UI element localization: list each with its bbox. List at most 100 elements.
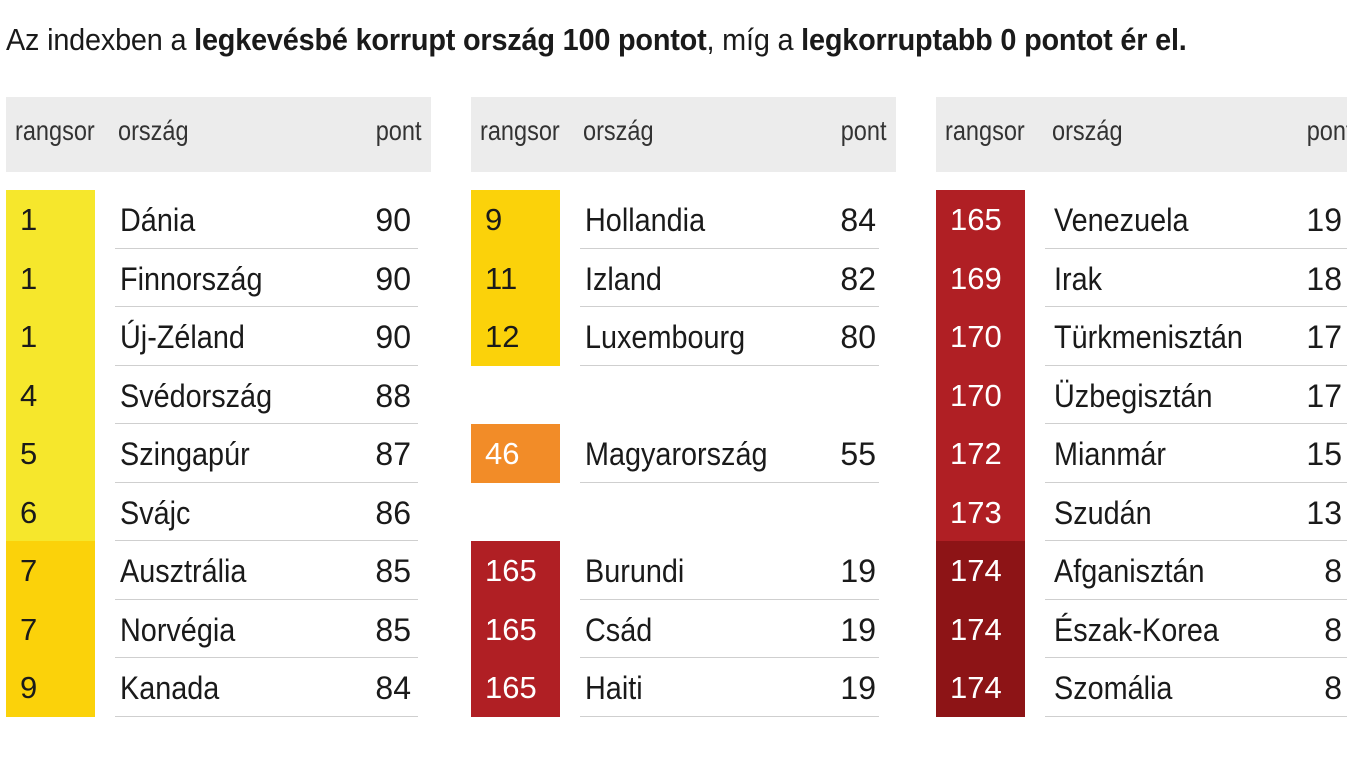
rank-cell: 174 — [936, 541, 1025, 600]
table-row: 174 Szomália 8 — [936, 658, 1347, 717]
table-header: rangsor ország pont — [471, 97, 896, 172]
row-divider — [115, 598, 418, 600]
country-name: Magyarország — [585, 436, 768, 472]
score-value: 90 — [375, 319, 411, 355]
rank-cell: 1 — [6, 248, 95, 307]
rank-cell: 172 — [936, 424, 1025, 483]
rank-cell: 170 — [936, 365, 1025, 424]
score-value: 17 — [1306, 319, 1342, 355]
score-value: 8 — [1324, 611, 1342, 648]
row-divider — [115, 657, 418, 658]
table-row: 174 Afganisztán 8 — [936, 541, 1347, 600]
row-divider — [1045, 306, 1347, 307]
score-value: 13 — [1306, 494, 1342, 531]
row-divider — [580, 481, 879, 483]
rank-cell: 9 — [6, 658, 95, 717]
country-name: Kanada — [120, 670, 220, 706]
score-value: 88 — [375, 377, 411, 414]
table-row: 169 Irak 18 — [936, 248, 1347, 307]
country-name: Afganisztán — [1054, 553, 1205, 589]
rank-cell: 4 — [6, 365, 95, 424]
country-name: Luxembourg — [585, 319, 746, 355]
rank-cell: 174 — [936, 658, 1025, 717]
rank-cell: 7 — [6, 599, 95, 658]
rank-cell: 170 — [936, 307, 1025, 366]
country-name: Hollandia — [585, 202, 706, 238]
header-country: ország — [118, 115, 189, 146]
score-value: 8 — [1324, 670, 1342, 706]
country-name: Szingapúr — [120, 436, 250, 472]
ranking-table-3: rangsor ország pont 165 Venezuela 19 169 Irak 18… — [936, 97, 1347, 717]
country-name: Norvégia — [120, 611, 236, 648]
table-row: 170 Üzbegisztán 17 — [936, 365, 1347, 424]
row-divider — [580, 247, 879, 249]
table-row: 1 Finnország 90 — [6, 248, 431, 307]
score-value: 80 — [840, 319, 876, 355]
country-name: Burundi — [585, 553, 685, 589]
table-row: 165 Venezuela 19 — [936, 190, 1347, 249]
row-divider — [580, 598, 879, 600]
table-row: 7 Norvégia 85 — [6, 599, 431, 658]
ranking-table-1: rangsor ország pont 1 Dánia 90 1 Finnország 90 1 Ú… — [6, 97, 431, 717]
header-country: ország — [583, 115, 654, 146]
headline-bold2: legkorruptabb 0 pontot ér el. — [801, 22, 1187, 57]
country-name: Türkmenisztán — [1054, 319, 1243, 355]
score-value: 15 — [1306, 436, 1342, 472]
rank-cell: 173 — [936, 482, 1025, 541]
row-divider — [1045, 364, 1347, 366]
table-row: 6 Svájc 86 — [6, 482, 431, 541]
table-row: 5 Szingapúr 87 — [6, 424, 431, 483]
country-name: Irak — [1054, 260, 1103, 297]
country-name: Új-Zéland — [120, 319, 245, 355]
header-country: ország — [1052, 115, 1123, 146]
table-row: 9 Hollandia 84 — [471, 190, 896, 249]
row-divider — [1045, 540, 1347, 541]
country-name: Izland — [585, 260, 662, 297]
headline-part1: Az indexben a — [6, 22, 195, 57]
country-name: Haiti — [585, 670, 643, 706]
score-value: 86 — [375, 494, 411, 531]
header-rank: rangsor — [15, 115, 95, 146]
table-row: 12 Luxembourg 80 — [471, 307, 896, 366]
rank-cell: 174 — [936, 599, 1025, 658]
table-row: 172 Mianmár 15 — [936, 424, 1347, 483]
row-divider — [580, 657, 879, 658]
rank-cell: 165 — [471, 658, 560, 717]
table-row: 7 Ausztrália 85 — [6, 541, 431, 600]
rank-cell: 46 — [471, 424, 560, 483]
rank-cell: 165 — [471, 599, 560, 658]
table-row: 1 Dánia 90 — [6, 190, 431, 249]
rank-cell: 7 — [6, 541, 95, 600]
score-value: 19 — [840, 611, 876, 648]
country-name: Ausztrália — [120, 553, 247, 589]
rank-cell: 12 — [471, 307, 560, 366]
table-row: 4 Svédország 88 — [6, 365, 431, 424]
score-value: 55 — [840, 436, 876, 472]
score-value: 18 — [1306, 260, 1342, 297]
table-row: 165 Csád 19 — [471, 599, 896, 658]
row-divider — [1045, 481, 1347, 483]
score-value: 17 — [1306, 377, 1342, 414]
table-row: 46 Magyarország 55 — [471, 424, 896, 483]
score-value: 90 — [375, 260, 411, 297]
country-name: Észak-Korea — [1054, 611, 1219, 648]
rank-cell: 1 — [6, 307, 95, 366]
row-divider — [115, 481, 418, 483]
table-header: rangsor ország pont — [936, 97, 1347, 172]
row-divider — [1045, 598, 1347, 600]
headline: Az indexben a legkevésbé korrupt ország … — [6, 22, 1187, 58]
header-score: pont — [375, 115, 421, 146]
score-value: 19 — [840, 553, 876, 589]
table-row: 165 Burundi 19 — [471, 541, 896, 600]
table-row: 173 Szudán 13 — [936, 482, 1347, 541]
country-name: Finnország — [120, 260, 263, 297]
score-value: 19 — [840, 670, 876, 706]
country-name: Csád — [585, 611, 653, 648]
rank-cell: 1 — [6, 190, 95, 249]
table-row: 174 Észak-Korea 8 — [936, 599, 1347, 658]
rank-cell: 169 — [936, 248, 1025, 307]
ranking-table-2: rangsor ország pont 9 Hollandia 84 11 Izland 82 1… — [471, 97, 896, 717]
country-name: Szomália — [1054, 670, 1173, 706]
row-divider — [115, 715, 418, 717]
table-row: 11 Izland 82 — [471, 248, 896, 307]
